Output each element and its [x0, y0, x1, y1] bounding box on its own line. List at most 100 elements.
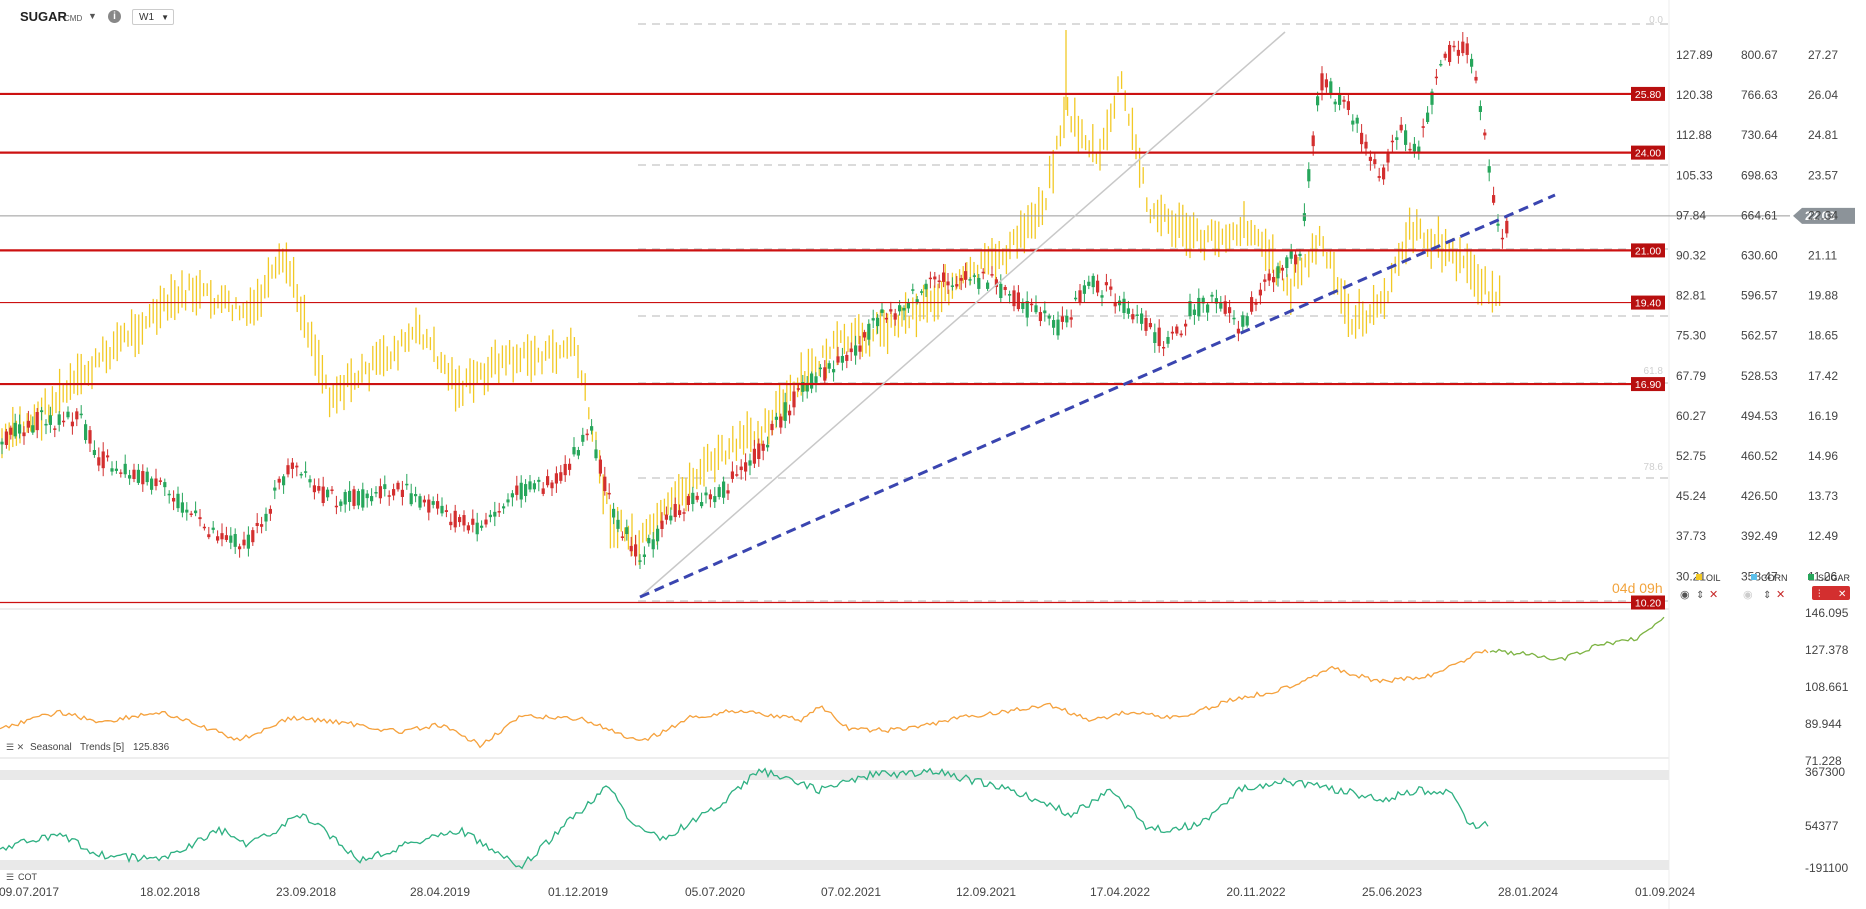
legend-swatch [1751, 574, 1757, 580]
sugar-candle-body [163, 482, 167, 488]
x-axis-label: 18.02.2018 [140, 885, 200, 899]
sugar-candle-body [1338, 94, 1342, 105]
sugar-candle-body [986, 282, 990, 289]
oil-axis-label: 90.32 [1676, 249, 1706, 263]
sugar-candle-body [198, 517, 202, 520]
sugar-candle-body [238, 546, 242, 550]
sugar-candle-body [114, 468, 118, 471]
sugar-candle-body [770, 423, 774, 431]
symbol-name[interactable]: SUGAR [20, 9, 67, 24]
price-axes: 127.89 800.67 27.27 120.38 766.63 26.04 112.88… [1612, 48, 1838, 596]
level-tag-label: 25.80 [1635, 89, 1661, 101]
seasonal-axis-label: 89.944 [1805, 717, 1842, 731]
sugar-candle-body [436, 501, 440, 509]
sugar-candle-body [154, 478, 158, 487]
sugar-candle-body [1021, 302, 1025, 309]
sugar-candle-body [519, 482, 523, 500]
sugar-candle-body [858, 345, 862, 352]
seasonal-line-future [1489, 616, 1665, 662]
horizontal-levels: 25.80 24.00 21.00 19.40 16.90 10.20 22.03 [0, 86, 1855, 610]
sugar-series [0, 32, 1509, 570]
symbol-dropdown-icon[interactable]: ▼ [88, 11, 97, 21]
sugar-candle-body [1478, 106, 1482, 112]
sugar-candle-body [343, 492, 347, 505]
trend-lines [639, 31, 1556, 599]
sugar-candle-body [1316, 96, 1320, 106]
sugar-candle-body [1417, 146, 1421, 153]
sugar-candle-body [409, 493, 413, 505]
sugar-candle-body [1267, 273, 1271, 281]
sugar-candle-body [1236, 328, 1240, 334]
sugar-candle-body [506, 499, 510, 503]
timeframe-select[interactable]: W1 ▼ [132, 9, 174, 25]
sugar-candle-body [180, 502, 184, 513]
cot-axis-label: -191100 [1805, 861, 1848, 875]
sugar-candle-body [466, 525, 470, 531]
sugar-candle-body [1131, 314, 1135, 320]
sugar-candle-body [431, 501, 435, 505]
sugar-candle-body [1214, 298, 1218, 304]
sugar-candle-body [1008, 294, 1012, 296]
cot-title: COT [18, 872, 38, 882]
sugar-candle-body [546, 476, 550, 486]
sugar-candle-body [22, 432, 26, 437]
sugar-candle-body [1346, 101, 1350, 110]
sugar-candle-body [374, 492, 378, 494]
info-icon[interactable]: i [108, 10, 121, 23]
sugar-candle-body [260, 524, 264, 527]
oil-axis-label: 120.38 [1676, 88, 1713, 102]
sugar-candle-body [488, 514, 492, 518]
sugar-candle-body [449, 521, 453, 526]
sugar-candle-body [766, 444, 770, 448]
sugar-candle-body [101, 451, 105, 469]
fib-label: 61.8 [1644, 366, 1664, 377]
sugar-candle-body [1100, 295, 1104, 298]
sugar-candle-body [282, 476, 286, 486]
chart-toolbar: SUGAR CMD ▼ i W1 ▼ [0, 0, 400, 34]
sugar-candle-body [1096, 280, 1100, 293]
sugar-candle-body [612, 508, 616, 518]
sugar-candle-body [1157, 327, 1161, 347]
cot-line [0, 767, 1489, 870]
seasonal-axis-label: 71.228 [1805, 754, 1842, 768]
sugar-candle-body [202, 526, 206, 529]
cot-band-top [0, 770, 1669, 780]
sugar-candle-body [1272, 276, 1276, 283]
seasonal-panel: 146.095 127.378 108.661 89.944 71.228 ☰ ✕ Seas… [0, 606, 1849, 768]
sugar-candle-body [255, 522, 259, 526]
sugar-candle-body [810, 373, 814, 389]
sugar-candle-body [1465, 43, 1469, 55]
oil-axis-label: 82.81 [1676, 289, 1706, 303]
sugar-candle-body [229, 535, 233, 543]
legend-label: CORN [1761, 573, 1788, 583]
sugar-candle-body [361, 489, 365, 508]
sugar-candle-body [378, 486, 382, 499]
sugar-candle-body [1263, 279, 1267, 282]
sugar-candle-body [748, 460, 752, 466]
oil-axis-label: 45.24 [1676, 489, 1706, 503]
mid-axis-label: 392.49 [1741, 529, 1778, 543]
sugar-axis-label: 17.42 [1808, 369, 1838, 383]
sugar-candle-body [568, 463, 572, 470]
sugar-candle-body [1162, 346, 1166, 349]
sugar-candle-body [1052, 320, 1056, 328]
sugar-candle-body [752, 448, 756, 464]
sugar-candle-body [339, 501, 343, 506]
mid-axis-label: 460.52 [1741, 449, 1778, 463]
sugar-candle-body [550, 482, 554, 489]
chevron-down-icon: ▼ [161, 13, 169, 22]
sugar-candle-body [524, 484, 528, 497]
sugar-candle-body [999, 283, 1003, 298]
x-axis-label: 01.09.2024 [1635, 885, 1695, 899]
x-axis-label: 01.12.2019 [548, 885, 608, 899]
sugar-candle-body [1390, 140, 1394, 143]
sugar-legend-button [1812, 586, 1850, 600]
panel-menu-icon: ☰ ✕ [6, 742, 24, 752]
sugar-candle-body [893, 313, 897, 320]
sugar-candle-body [1254, 302, 1258, 305]
sugar-candle-body [942, 272, 946, 282]
sugar-candle-body [1034, 305, 1038, 313]
sugar-candle-body [1373, 159, 1377, 165]
sugar-candle-body [726, 490, 730, 494]
